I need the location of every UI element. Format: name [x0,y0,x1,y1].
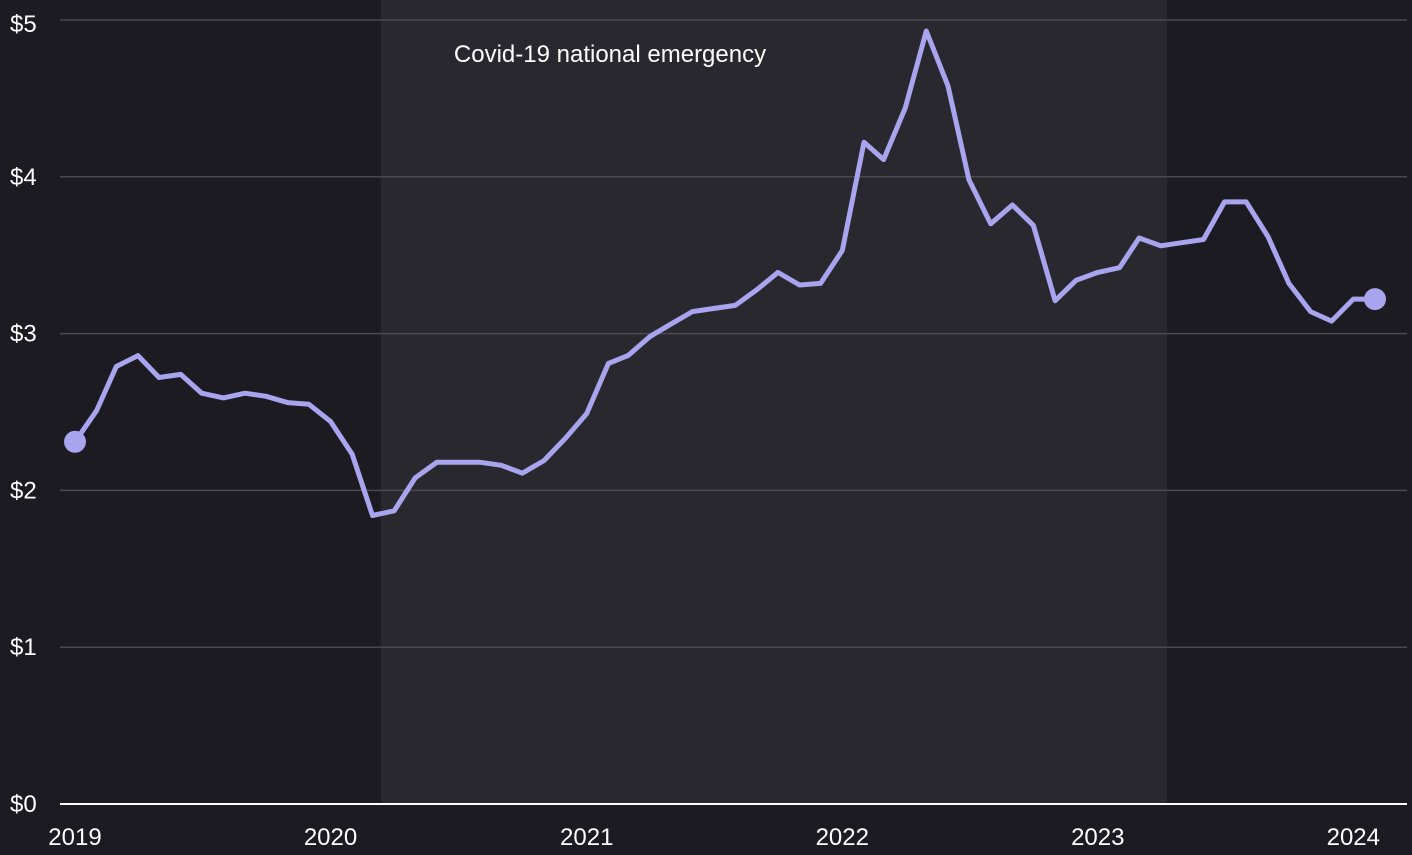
covid-emergency-shade [380,0,1168,804]
y-tick-label-0: $0 [10,791,37,818]
label-layer: Covid-19 national emergency $0 $1 $2 $3 $4 $5 2… [10,11,1380,851]
y-tick-label-3: $3 [10,321,37,348]
y-tick-label-1: $1 [10,634,37,661]
y-tick-label-2: $2 [10,477,37,504]
y-tick-label-4: $4 [10,164,37,191]
covid-emergency-label: Covid-19 national emergency [454,41,766,68]
x-tick-label-2020: 2020 [304,824,357,851]
end-point-marker [1364,288,1386,311]
series-layer [64,28,1386,518]
annotation-shade-layer [380,0,1168,804]
x-tick-label-2021: 2021 [560,824,613,851]
y-tick-label-5: $5 [10,11,37,38]
price-series-line [72,28,1378,518]
x-tick-label-2022: 2022 [816,824,869,851]
gridline-layer [60,19,1407,648]
start-point-marker [64,430,86,453]
x-tick-label-2024: 2024 [1327,824,1380,851]
x-tick-label-2019: 2019 [48,824,101,851]
x-tick-label-2023: 2023 [1071,824,1124,851]
